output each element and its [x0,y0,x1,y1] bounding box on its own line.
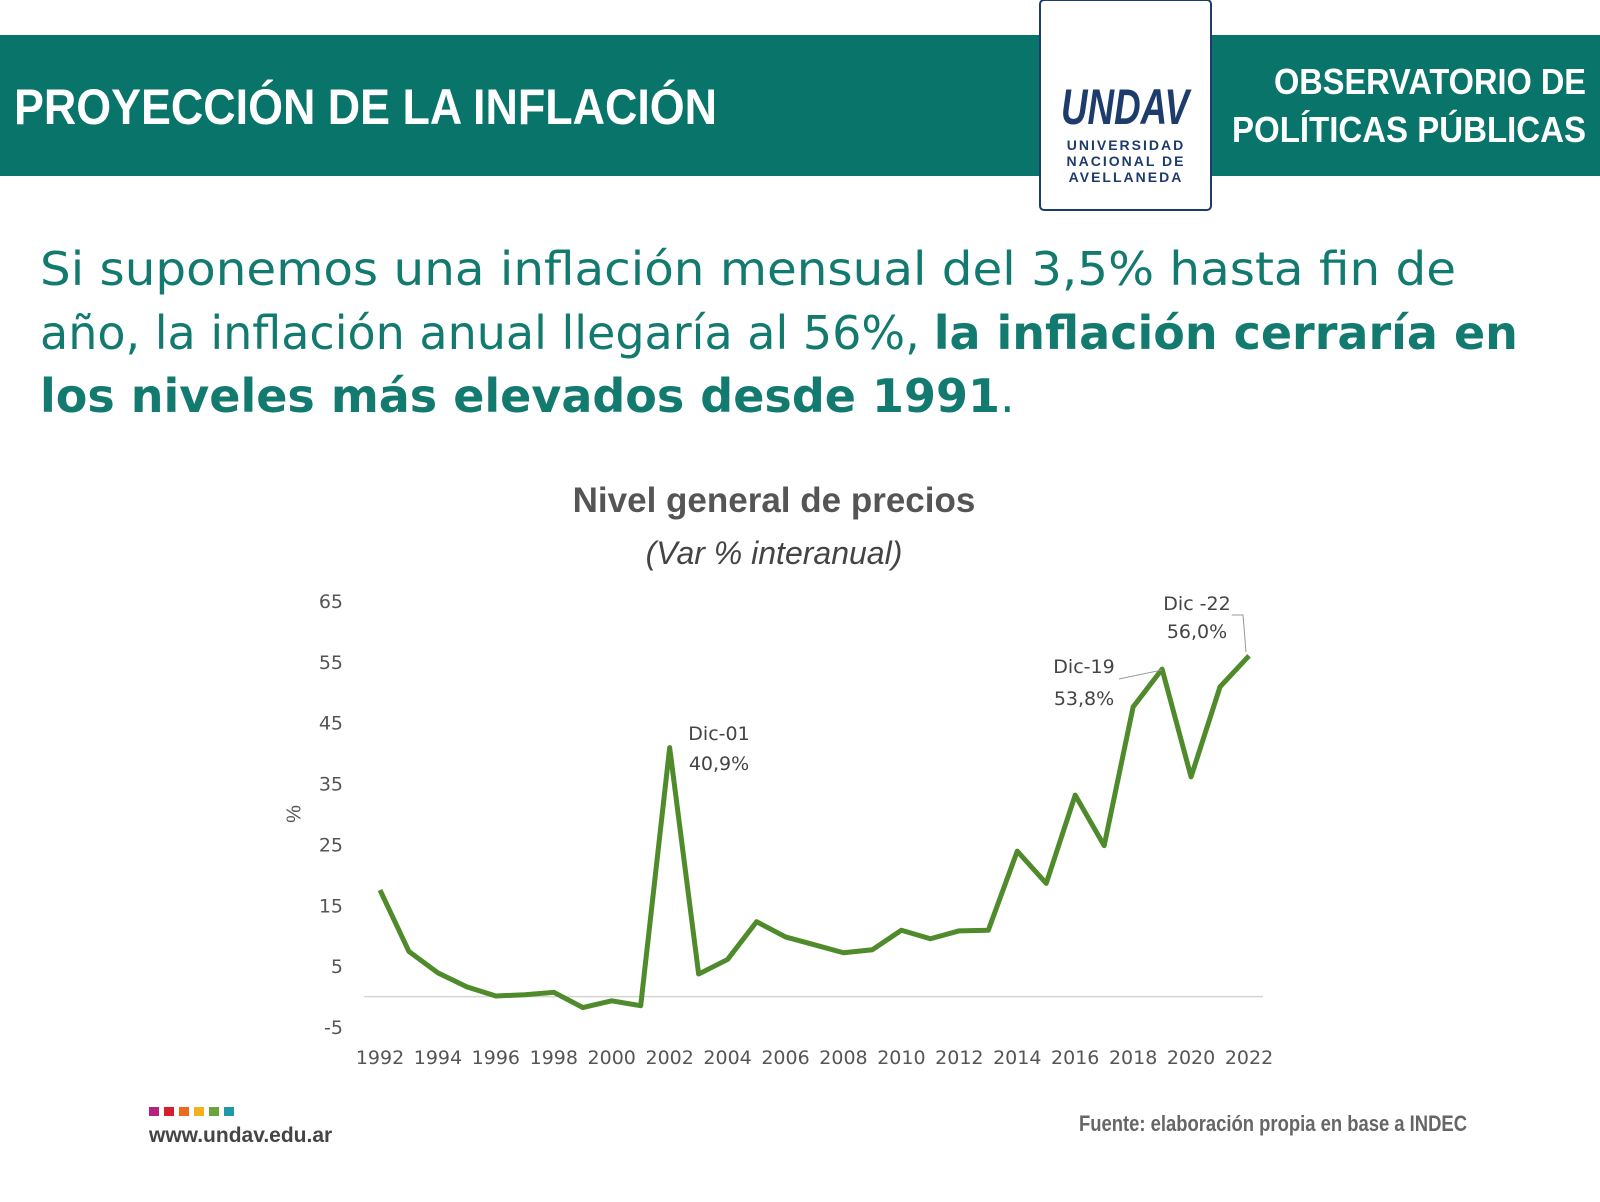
logo-text: AVELLANEDA [1069,169,1184,185]
square [149,1107,159,1116]
x-tick-label: 2000 [588,1047,636,1069]
logo-text: UNIVERSIDAD [1067,137,1185,153]
footer-source: Fuente: elaboración propia en base a IND… [1079,1111,1467,1136]
annotation-label: Dic-01 [688,723,749,745]
x-tick-label: 2008 [819,1047,867,1069]
x-tick-label: 2010 [877,1047,925,1069]
header-title: PROYECCIÓN DE LA INFLACIÓN [14,79,717,135]
x-tick-label: 2002 [645,1047,693,1069]
annotation-label: Dic-19 [1053,656,1114,678]
x-tick-label: 2004 [703,1047,751,1069]
logo-box [1039,0,1212,211]
observatorio-line: OBSERVATORIO DE [1274,61,1586,102]
x-tick-label: 2016 [1051,1047,1099,1069]
intro-line: los niveles más elevados desde 1991. [40,369,1015,423]
y-tick-label: 35 [319,774,343,796]
square [194,1107,204,1116]
observatorio-line: POLÍTICAS PÚBLICAS [1232,108,1586,150]
intro-bold: los niveles más elevados desde 1991 [40,369,1000,423]
x-tick-label: 2020 [1167,1047,1215,1069]
footer-squares [149,1107,234,1116]
y-tick-label: 55 [319,652,343,674]
annotation-value: 53,8% [1054,688,1114,710]
chart-subtitle: (Var % interanual) [646,535,903,571]
intro-text: año, la inflación anual llegaría al 56%, [40,306,920,360]
annotation-value: 40,9% [689,753,749,775]
annotation-label: Dic -22 [1163,593,1230,615]
x-tick-label: 2022 [1225,1047,1273,1069]
square [209,1107,219,1116]
x-tick-label: 1994 [414,1047,462,1069]
y-tick-label: 25 [319,834,343,856]
y-tick-label: -5 [324,1017,343,1039]
leader-line [1118,669,1163,680]
logo-text: NACIONAL DE [1067,153,1186,169]
line-series [377,654,1251,1011]
leader-line [1232,614,1247,653]
logo-mark: UNDAV [1061,79,1192,135]
x-tick-label: 1992 [356,1047,404,1069]
y-tick-label: 5 [331,956,343,978]
intro-bold: la inflación cerraría en [934,306,1518,360]
y-axis-label: % [283,805,305,823]
x-tick-label: 2014 [993,1047,1041,1069]
footer-url: www.undav.edu.ar [148,1124,332,1147]
x-tick-label: 2018 [1109,1047,1157,1069]
x-tick-label: 1998 [530,1047,578,1069]
intro-text: . [1000,369,1015,423]
y-tick-label: 65 [319,591,343,613]
square [179,1107,189,1116]
x-tick-label: 2012 [935,1047,983,1069]
y-tick-label: 45 [319,713,343,735]
y-tick-label: 15 [319,895,343,917]
x-tick-label: 2006 [761,1047,809,1069]
annotation-value: 56,0% [1167,621,1227,643]
x-tick-label: 1996 [472,1047,520,1069]
square [224,1107,234,1116]
chart-title: Nivel general de precios [573,481,976,520]
intro-line: Si suponemos una inflación mensual del 3… [40,242,1456,296]
intro-line: año, la inflación anual llegaría al 56%,… [40,306,1518,360]
header-band [0,35,1600,176]
square [164,1107,174,1116]
